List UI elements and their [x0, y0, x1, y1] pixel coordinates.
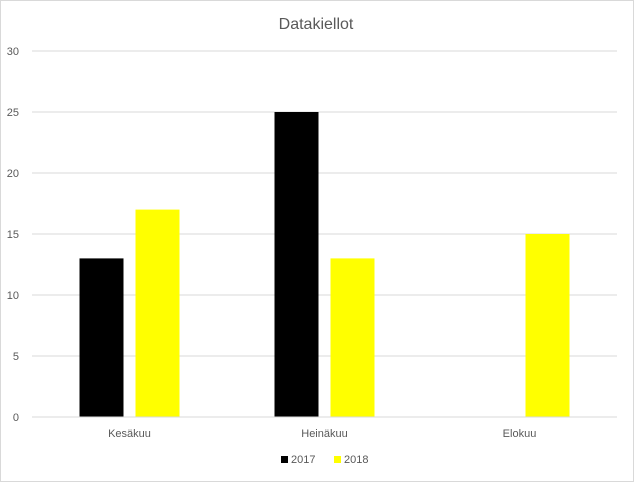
- y-axis-tick-labels: 0 5 10 15 20 25 30: [7, 46, 19, 424]
- y-tick-label: 20: [7, 168, 19, 180]
- x-category-label: Elokuu: [503, 428, 537, 440]
- x-category-label: Kesäkuu: [108, 428, 151, 440]
- bar-2018-0: [135, 209, 180, 417]
- legend-label: 2017: [291, 454, 315, 466]
- legend: 2017 2018: [281, 454, 368, 466]
- legend-swatch-2018: [334, 456, 341, 463]
- y-tick-label: 30: [7, 46, 19, 58]
- x-category-label: Heinäkuu: [301, 428, 347, 440]
- y-tick-label: 25: [7, 107, 19, 119]
- y-tick-label: 10: [7, 290, 19, 302]
- legend-swatch-2017: [281, 456, 288, 463]
- bars: [79, 112, 570, 417]
- y-tick-label: 0: [13, 412, 19, 424]
- bar-2017-1: [274, 112, 319, 417]
- bar-2018-2: [525, 234, 570, 417]
- gridlines: [32, 50, 617, 357]
- bar-2017-0: [79, 258, 124, 417]
- legend-label: 2018: [344, 454, 368, 466]
- x-axis-category-labels: Kesäkuu Heinäkuu Elokuu: [108, 428, 536, 440]
- chart-title: Datakiellot: [279, 16, 354, 33]
- y-tick-label: 5: [13, 351, 19, 363]
- y-tick-label: 15: [7, 229, 19, 241]
- bar-2018-1: [330, 258, 375, 417]
